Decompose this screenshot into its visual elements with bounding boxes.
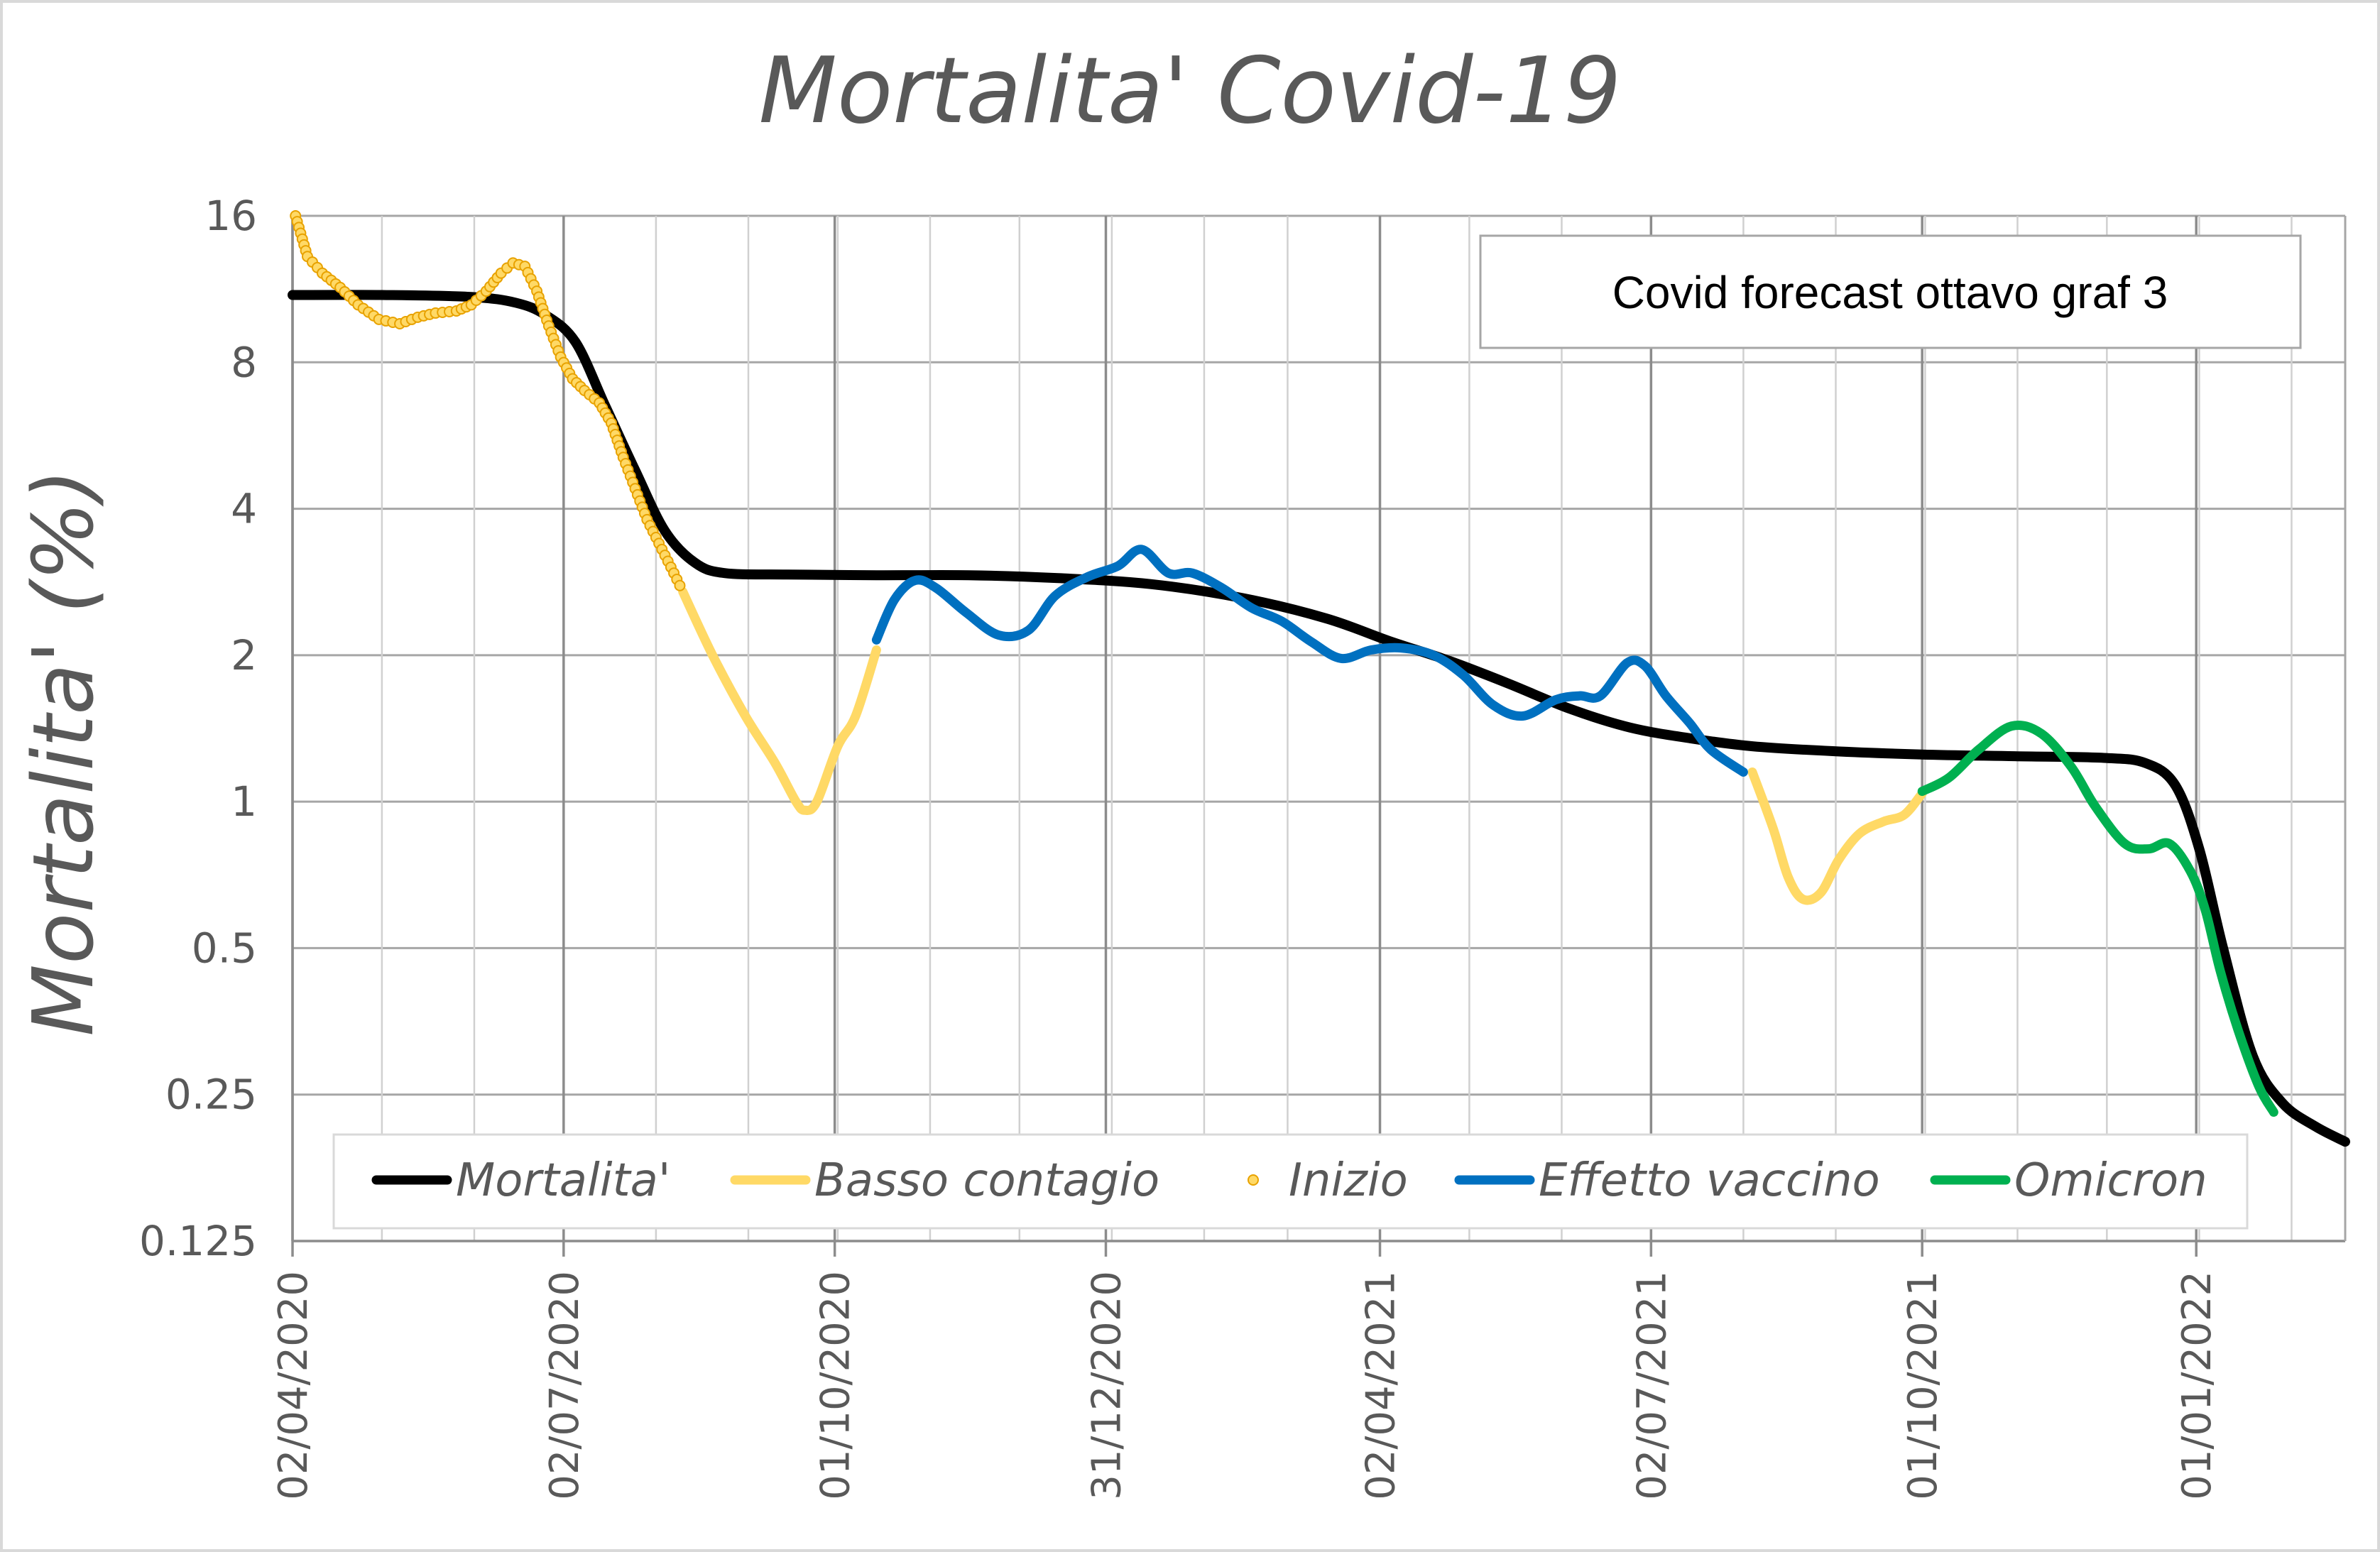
chart-title: Mortalita' Covid-19 [759, 38, 1622, 144]
axes [291, 216, 2347, 1257]
legend-item-effetto-vaccino: Effetto vaccino [1454, 1154, 1880, 1207]
legend-label: Mortalita' [456, 1154, 670, 1207]
x-tick-label: 01/01/2022 [2174, 1271, 2220, 1500]
legend-item-mortalita: Mortalita' [371, 1154, 670, 1207]
legend: Mortalita' Basso contagio Inizio Effetto va… [332, 1133, 2249, 1230]
series-inizio [290, 210, 686, 591]
series-basso-contagio [678, 587, 881, 816]
legend-label: Omicron [2014, 1154, 2207, 1207]
x-tick-label: 02/07/2021 [1629, 1271, 1675, 1500]
legend-item-basso-contagio: Basso contagio [730, 1154, 1159, 1207]
y-tick-label: 8 [231, 338, 257, 386]
x-tick-label: 31/12/2020 [1083, 1271, 1130, 1500]
y-tick-labels: 16 8 4 2 1 0.5 0.25 0.125 [139, 192, 257, 1265]
series-layer [288, 210, 2350, 1147]
y-axis-label: Mortalita' (%) [14, 469, 112, 1036]
y-tick-label: 0.25 [165, 1071, 257, 1119]
legend-label: Effetto vaccino [1539, 1154, 1880, 1207]
y-tick-label: 4 [231, 485, 257, 533]
x-tick-label: 01/10/2020 [813, 1271, 859, 1500]
legend-marker [1248, 1174, 1259, 1186]
y-tick-label: 0.125 [139, 1217, 257, 1265]
y-tick-label: 16 [204, 192, 257, 240]
x-tick-label: 01/10/2021 [1900, 1271, 1946, 1500]
legend-label: Basso contagio [814, 1154, 1159, 1207]
marker-point [674, 579, 686, 591]
legend-item-omicron: Omicron [1930, 1154, 2207, 1207]
series-basso-contagio [1747, 767, 1927, 905]
legend-box [332, 1133, 2249, 1230]
x-tick-label: 02/04/2020 [271, 1271, 317, 1500]
legend-item-inizio: Inizio [1248, 1154, 1408, 1207]
y-tick-label: 1 [231, 777, 257, 826]
series-omicron [1917, 720, 2278, 1117]
x-tick-label: 02/04/2021 [1358, 1271, 1404, 1500]
y-tick-label: 2 [231, 631, 257, 679]
legend-label: Inizio [1289, 1154, 1408, 1207]
y-tick-label: 0.5 [192, 924, 257, 972]
x-tick-label: 02/07/2020 [542, 1271, 588, 1500]
series-effetto-vaccino [871, 545, 1748, 777]
annotation-text: Covid forecast ottavo graf 3 [1612, 267, 2168, 318]
x-tick-labels: 02/04/2020 02/07/2020 01/10/2020 31/12/2020… [271, 1271, 2220, 1500]
annotation-box: Covid forecast ottavo graf 3 [1479, 234, 2302, 349]
